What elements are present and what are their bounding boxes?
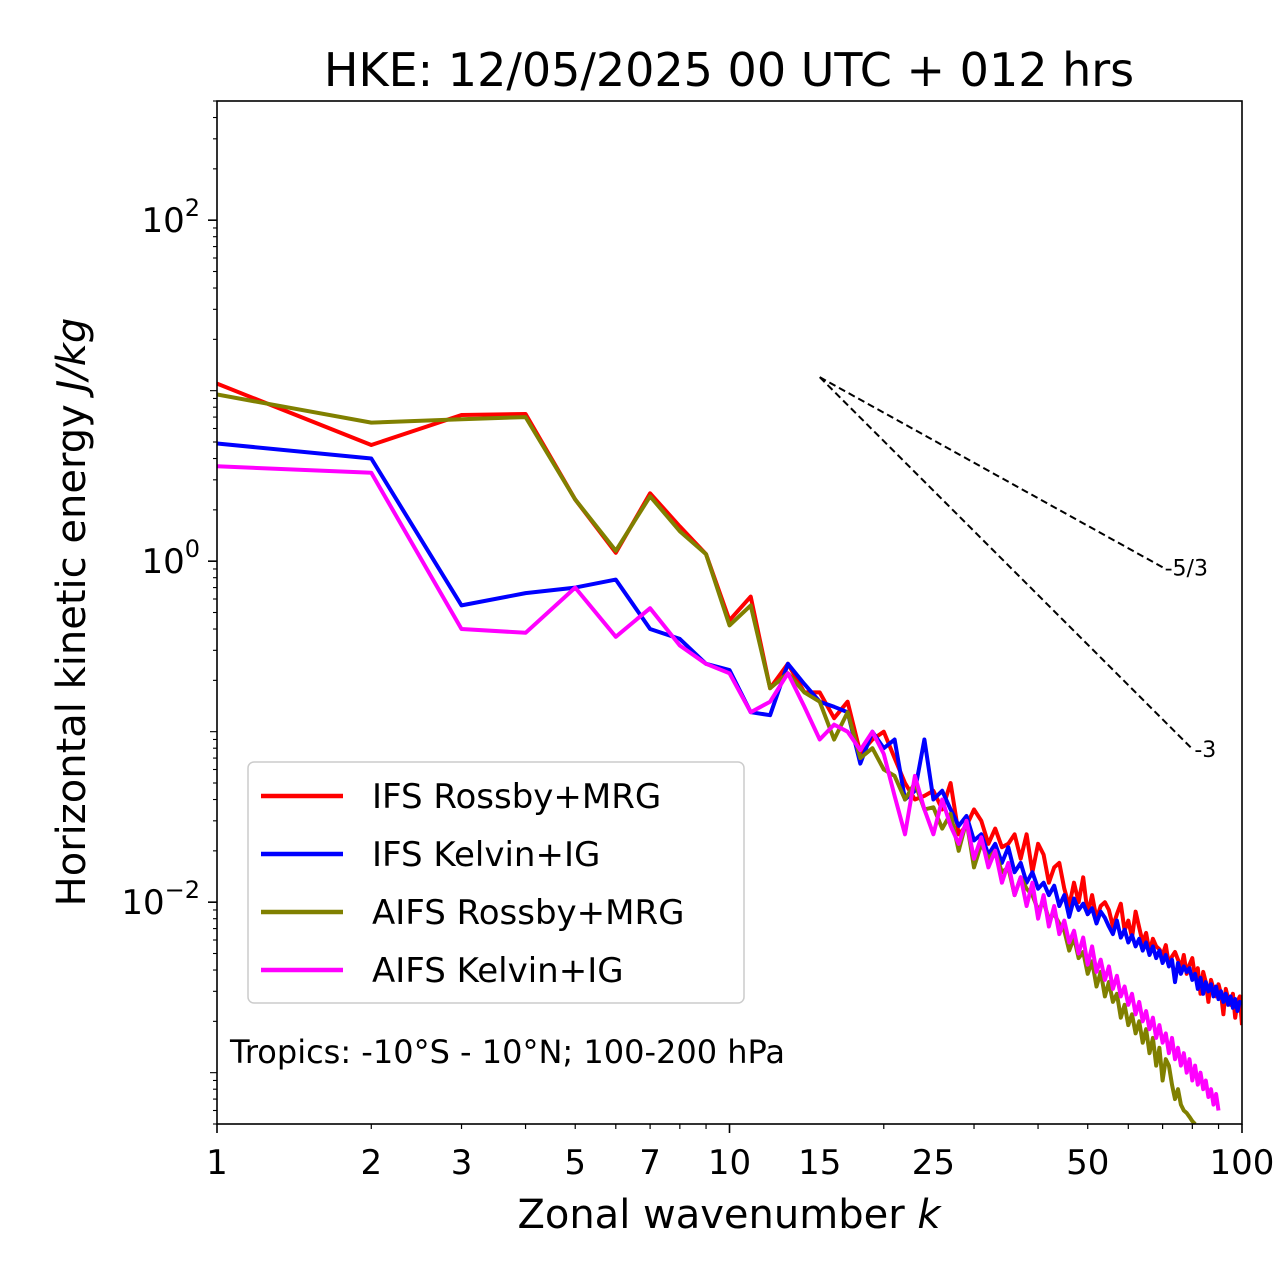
series-line-aifs-rossby-mrg: [217, 392, 1197, 1124]
y-axis-label-unit: J/kg: [49, 318, 95, 399]
x-axis-label-var: k: [917, 1192, 942, 1238]
reference-line-label: -3: [1194, 738, 1216, 763]
legend-label-aifs-rossby-mrg: AIFS Rossby+MRG: [372, 893, 684, 933]
x-tick-label: 3: [451, 1143, 473, 1183]
x-tick-label: 50: [1066, 1143, 1109, 1183]
x-tick-label: 2: [360, 1143, 382, 1183]
region-annotation: Tropics: -10°S - 10°N; 100-200 hPa: [229, 1033, 785, 1071]
x-tick-label: 7: [639, 1143, 661, 1183]
legend-label-ifs-kelvin-ig: IFS Kelvin+IG: [372, 835, 600, 875]
x-tick-label: 100: [1210, 1143, 1275, 1183]
legend-label-ifs-rossby-mrg: IFS Rossby+MRG: [372, 777, 661, 817]
x-axis-label-text: Zonal wavenumber: [517, 1192, 905, 1238]
x-tick-label: 5: [564, 1143, 586, 1183]
x-tick-label: 25: [912, 1143, 955, 1183]
x-axis-label: Zonal wavenumber k: [517, 1192, 942, 1238]
legend-label-aifs-kelvin-ig: AIFS Kelvin+IG: [372, 951, 624, 991]
reference-line-label: -5/3: [1165, 556, 1208, 581]
series-lines: [217, 381, 1242, 1124]
y-axis-label: Horizontal kinetic energy J/kg: [49, 318, 95, 907]
x-tick-label: 15: [798, 1143, 841, 1183]
y-tick-label: 102: [141, 194, 200, 241]
x-axis-ticks: 1 2 3 5 7 10 15 25 50 100: [206, 1124, 1274, 1183]
legend: IFS Rossby+MRG IFS Kelvin+IG AIFS Rossby+M…: [247, 761, 745, 1004]
y-axis-ticks: 10−2 100 102: [121, 100, 217, 1125]
reference-line: [819, 376, 1194, 750]
x-tick-label: 10: [708, 1143, 751, 1183]
y-tick-label: 10−2: [121, 876, 200, 923]
chart-title: HKE: 12/05/2025 00 UTC + 012 hrs: [324, 43, 1134, 97]
y-axis-label-text: Horizontal kinetic energy: [49, 404, 95, 906]
series-line-aifs-kelvin-ig: [217, 464, 1221, 1111]
reference-slope-lines: [819, 376, 1194, 750]
legend-box: [247, 761, 745, 1004]
y-tick-label: 100: [141, 535, 200, 582]
reference-line: [819, 376, 1164, 569]
x-tick-label: 1: [206, 1143, 228, 1183]
